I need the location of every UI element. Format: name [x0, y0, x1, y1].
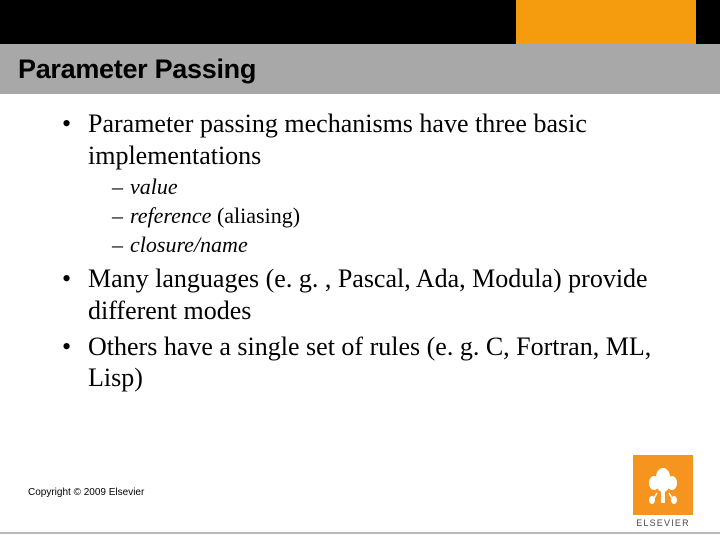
tree-icon: [641, 463, 685, 507]
bullet-text: Parameter passing mechanisms have three …: [88, 109, 587, 170]
bullet-item: Many languages (e. g. , Pascal, Ada, Mod…: [62, 263, 680, 326]
sub-plain: (aliasing): [211, 203, 300, 228]
sub-italic: value: [130, 174, 178, 199]
sub-item: closure/name: [112, 231, 680, 260]
bottom-rule: [0, 532, 720, 534]
sub-italic: reference: [130, 203, 211, 228]
bullet-item: Others have a single set of rules (e. g.…: [62, 331, 680, 394]
bullet-text: Many languages (e. g. , Pascal, Ada, Mod…: [88, 264, 648, 325]
bullet-item: Parameter passing mechanisms have three …: [62, 108, 680, 259]
bullet-text: Others have a single set of rules (e. g.…: [88, 332, 651, 393]
sub-italic: closure/name: [130, 232, 248, 257]
sub-item: reference (aliasing): [112, 202, 680, 231]
elsevier-logo: ELSEVIER: [626, 455, 700, 528]
content-area: Parameter passing mechanisms have three …: [62, 108, 680, 398]
accent-orange-box: [516, 0, 696, 44]
copyright-text: Copyright © 2009 Elsevier: [28, 487, 144, 498]
bullet-list: Parameter passing mechanisms have three …: [62, 108, 680, 394]
logo-square: [633, 455, 693, 515]
slide-title: Parameter Passing: [18, 54, 256, 85]
slide: Parameter Passing Parameter passing mech…: [0, 0, 720, 540]
logo-label: ELSEVIER: [626, 518, 700, 528]
title-bar: Parameter Passing: [0, 44, 720, 94]
sub-item: value: [112, 173, 680, 202]
sub-list: value reference (aliasing) closure/name: [112, 173, 680, 259]
